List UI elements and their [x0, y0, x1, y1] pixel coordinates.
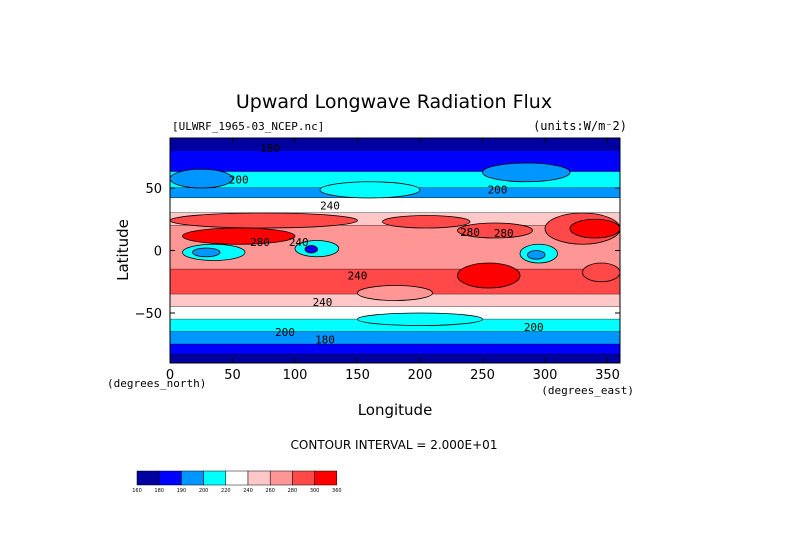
colorbar-level-label-3: 200	[199, 488, 209, 494]
contour-patch-13	[582, 262, 620, 283]
colorbar-level-label-7: 280	[288, 488, 298, 494]
y-units-label: (degrees_north)	[107, 377, 206, 390]
contour-label-12: 180	[260, 142, 280, 155]
x-tick-label-5: 250	[470, 368, 495, 383]
contour-patch-12	[457, 262, 521, 289]
x-tick-label-7: 350	[595, 368, 620, 383]
colorbar-swatch-2	[181, 470, 204, 486]
y-tick-label-0: −50	[135, 307, 162, 322]
y-tick-label-1: 0	[154, 245, 162, 260]
x-tick-label-1: 50	[224, 368, 241, 383]
colorbar-swatch-7	[292, 470, 315, 486]
colorbar-swatch-8	[314, 470, 338, 486]
contour-band-10	[170, 319, 620, 332]
colorbar-level-label-6: 260	[265, 488, 275, 494]
contour-patch-0	[170, 212, 358, 229]
contour-label-9: 200	[275, 326, 295, 339]
colorbar-swatch-4	[225, 470, 249, 486]
contour-band-11	[170, 331, 620, 345]
contour-label-3: 280	[250, 236, 270, 249]
contour-patch-2	[382, 215, 471, 229]
x-tick-label-0: 0	[166, 368, 174, 383]
colorbar: 160 180 190 200 220 240 260 280 300 360	[132, 470, 342, 494]
contour-label-10: 180	[315, 333, 335, 346]
contour-label-5: 280	[460, 226, 480, 239]
colorbar-level-label-9: 360	[332, 488, 342, 494]
contour-label-7: 240	[348, 270, 368, 283]
contour-label-2: 240	[320, 200, 340, 213]
contour-patch-5	[569, 218, 620, 239]
contour-label-11: 200	[524, 321, 544, 334]
contour-band-0	[170, 138, 620, 151]
x-tick-label-6: 300	[533, 368, 558, 383]
colorbar-swatch-3	[203, 470, 227, 486]
contour-interval-label: CONTOUR INTERVAL = 2.000E+01	[291, 438, 498, 452]
file-label: [ULWRF_1965-03_NCEP.nc]	[172, 120, 324, 133]
y-axis-label: Latitude	[114, 219, 132, 281]
contour-patch-7	[192, 247, 221, 258]
contour-patch-16	[482, 162, 571, 183]
contour-patch-14	[357, 285, 433, 301]
x-tick-label-3: 150	[345, 368, 370, 383]
contour-patch-9	[304, 245, 318, 254]
colorbar-level-label-5: 240	[243, 488, 253, 494]
contour-band-13	[170, 354, 620, 363]
x-units-label: (degrees_east)	[541, 384, 634, 397]
colorbar-swatch-5	[247, 470, 271, 486]
chart-title: Upward Longwave Radiation Flux	[236, 91, 552, 113]
contour-label-8: 240	[313, 296, 333, 309]
x-tick-label-4: 200	[408, 368, 433, 383]
colorbar-level-label-2: 190	[177, 488, 187, 494]
colorbar-swatch-1	[158, 470, 182, 486]
contour-label-0: 200	[229, 173, 249, 186]
contour-label-1: 200	[488, 183, 508, 196]
colorbar-level-label-1: 180	[154, 488, 164, 494]
contour-patch-17	[319, 181, 421, 199]
contour-label-4: 240	[289, 236, 309, 249]
colorbar-level-label-4: 220	[221, 488, 231, 494]
colorbar-swatch-0	[136, 470, 160, 486]
contour-band-4	[170, 198, 620, 213]
contour-patch-11	[527, 250, 546, 260]
contour-band-9	[170, 306, 620, 320]
colorbar-level-label-8: 300	[310, 488, 320, 494]
contour-patch-1	[182, 227, 296, 245]
contour-labels: 200 200 240 280 240 280 280 240 240 200 180 200 180	[229, 142, 544, 346]
plot-area	[170, 138, 620, 363]
contour-patch-15	[170, 168, 233, 189]
colorbar-level-label-0: 160	[132, 488, 142, 494]
contour-band-12	[170, 344, 620, 355]
y-tick-label-2: 50	[145, 182, 162, 197]
contour-label-6: 280	[494, 227, 514, 240]
contour-patch-3	[457, 222, 533, 239]
colorbar-swatch-6	[269, 470, 293, 486]
x-axis-label: Longitude	[358, 401, 433, 419]
x-axis: 0 50 100 150 200 250 300 350	[166, 138, 620, 383]
x-tick-label-2: 100	[283, 368, 308, 383]
units-label: (units:W/m⁻2)	[533, 119, 627, 133]
y-axis: −50 0 50	[135, 182, 620, 322]
contour-patch-18	[357, 312, 483, 326]
